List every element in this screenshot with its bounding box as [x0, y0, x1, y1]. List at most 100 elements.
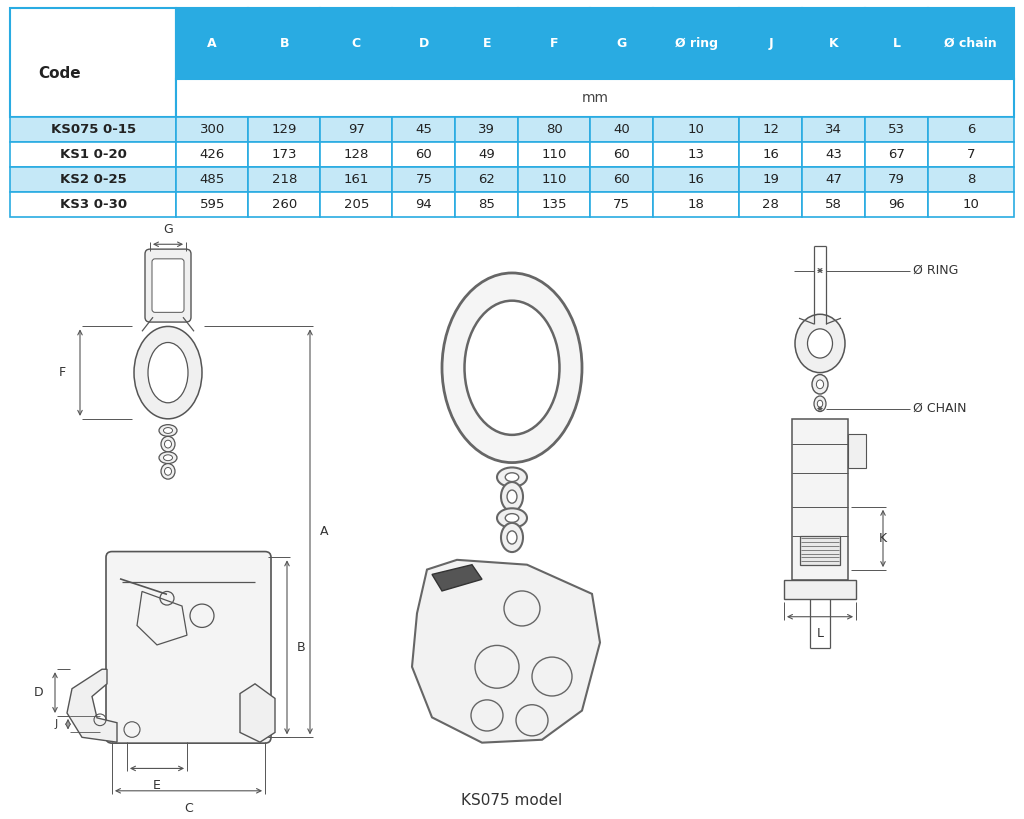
Bar	[248, 8, 321, 79]
Bar	[10, 117, 176, 142]
Bar	[248, 192, 321, 217]
Text: KS075 0-15: KS075 0-15	[50, 123, 136, 136]
Bar	[518, 192, 591, 217]
Bar	[518, 117, 591, 142]
Text: 96: 96	[888, 198, 905, 211]
Bar	[865, 8, 928, 79]
Ellipse shape	[148, 342, 188, 403]
Ellipse shape	[507, 531, 517, 544]
Bar	[321, 142, 392, 167]
Text: KS3 0-30: KS3 0-30	[59, 198, 127, 211]
Ellipse shape	[161, 437, 175, 452]
Text: L: L	[893, 37, 900, 50]
Bar	[865, 192, 928, 217]
Bar	[176, 8, 248, 79]
Text: A: A	[319, 525, 329, 538]
Bar	[321, 167, 392, 192]
Bar	[802, 142, 865, 167]
Text: Ø chain: Ø chain	[944, 37, 997, 50]
Bar	[321, 8, 392, 79]
Bar	[10, 142, 176, 167]
Bar	[591, 167, 653, 192]
Text: 135: 135	[542, 198, 567, 211]
FancyBboxPatch shape	[145, 249, 191, 322]
Polygon shape	[67, 669, 117, 742]
Ellipse shape	[507, 490, 517, 503]
Text: mm: mm	[582, 91, 608, 105]
Text: 6: 6	[967, 123, 975, 136]
Ellipse shape	[814, 396, 826, 411]
Text: 80: 80	[546, 123, 563, 136]
Bar	[392, 8, 456, 79]
Text: Ø CHAIN: Ø CHAIN	[913, 402, 967, 415]
Polygon shape	[240, 684, 275, 742]
Ellipse shape	[795, 314, 845, 373]
Bar	[321, 192, 392, 217]
Text: 110: 110	[542, 148, 567, 161]
Text: 67: 67	[888, 148, 905, 161]
Text: 16: 16	[688, 173, 705, 186]
Bar	[248, 142, 321, 167]
Ellipse shape	[812, 374, 828, 394]
Text: 49: 49	[478, 148, 496, 161]
Text: 205: 205	[344, 198, 369, 211]
Text: KS2 0-25: KS2 0-25	[59, 173, 127, 186]
Text: F: F	[550, 37, 558, 50]
Bar	[928, 167, 1014, 192]
Text: 85: 85	[478, 198, 496, 211]
FancyBboxPatch shape	[106, 551, 271, 743]
Text: D: D	[34, 686, 43, 699]
Ellipse shape	[465, 301, 559, 435]
Bar	[865, 117, 928, 142]
Bar	[456, 192, 518, 217]
Text: 60: 60	[416, 148, 432, 161]
Bar	[802, 8, 865, 79]
Text: 260: 260	[271, 198, 297, 211]
Bar	[865, 167, 928, 192]
Text: 39: 39	[478, 123, 496, 136]
Polygon shape	[432, 564, 482, 591]
Bar	[176, 167, 248, 192]
Bar	[518, 142, 591, 167]
Text: 75: 75	[416, 173, 432, 186]
Bar	[176, 142, 248, 167]
Text: 8: 8	[967, 173, 975, 186]
Bar	[456, 117, 518, 142]
Text: KS1 0-20: KS1 0-20	[59, 148, 127, 161]
Bar	[928, 8, 1014, 79]
Bar	[591, 142, 653, 167]
Bar	[792, 419, 848, 580]
Text: 47: 47	[825, 173, 842, 186]
Bar	[591, 192, 653, 217]
Ellipse shape	[497, 468, 527, 487]
Text: 128: 128	[344, 148, 369, 161]
Bar	[392, 167, 456, 192]
Bar	[653, 167, 739, 192]
Bar	[784, 580, 856, 600]
Text: G: G	[163, 224, 173, 237]
Bar	[802, 167, 865, 192]
Text: J: J	[768, 37, 773, 50]
Ellipse shape	[505, 473, 519, 482]
Bar	[928, 117, 1014, 142]
Ellipse shape	[817, 400, 822, 407]
Bar	[865, 142, 928, 167]
Text: Ø ring: Ø ring	[675, 37, 718, 50]
Text: 28: 28	[762, 198, 779, 211]
Ellipse shape	[505, 514, 519, 523]
Text: 110: 110	[542, 173, 567, 186]
Text: 10: 10	[688, 123, 705, 136]
Bar	[176, 117, 248, 142]
Text: C: C	[352, 37, 360, 50]
Bar	[456, 167, 518, 192]
Text: 58: 58	[825, 198, 842, 211]
Ellipse shape	[497, 509, 527, 527]
Ellipse shape	[165, 468, 171, 475]
Bar	[848, 434, 866, 468]
Text: G: G	[616, 37, 627, 50]
Bar	[518, 167, 591, 192]
Text: 595: 595	[200, 198, 225, 211]
Ellipse shape	[159, 452, 177, 464]
Bar	[10, 192, 176, 217]
Bar	[392, 192, 456, 217]
